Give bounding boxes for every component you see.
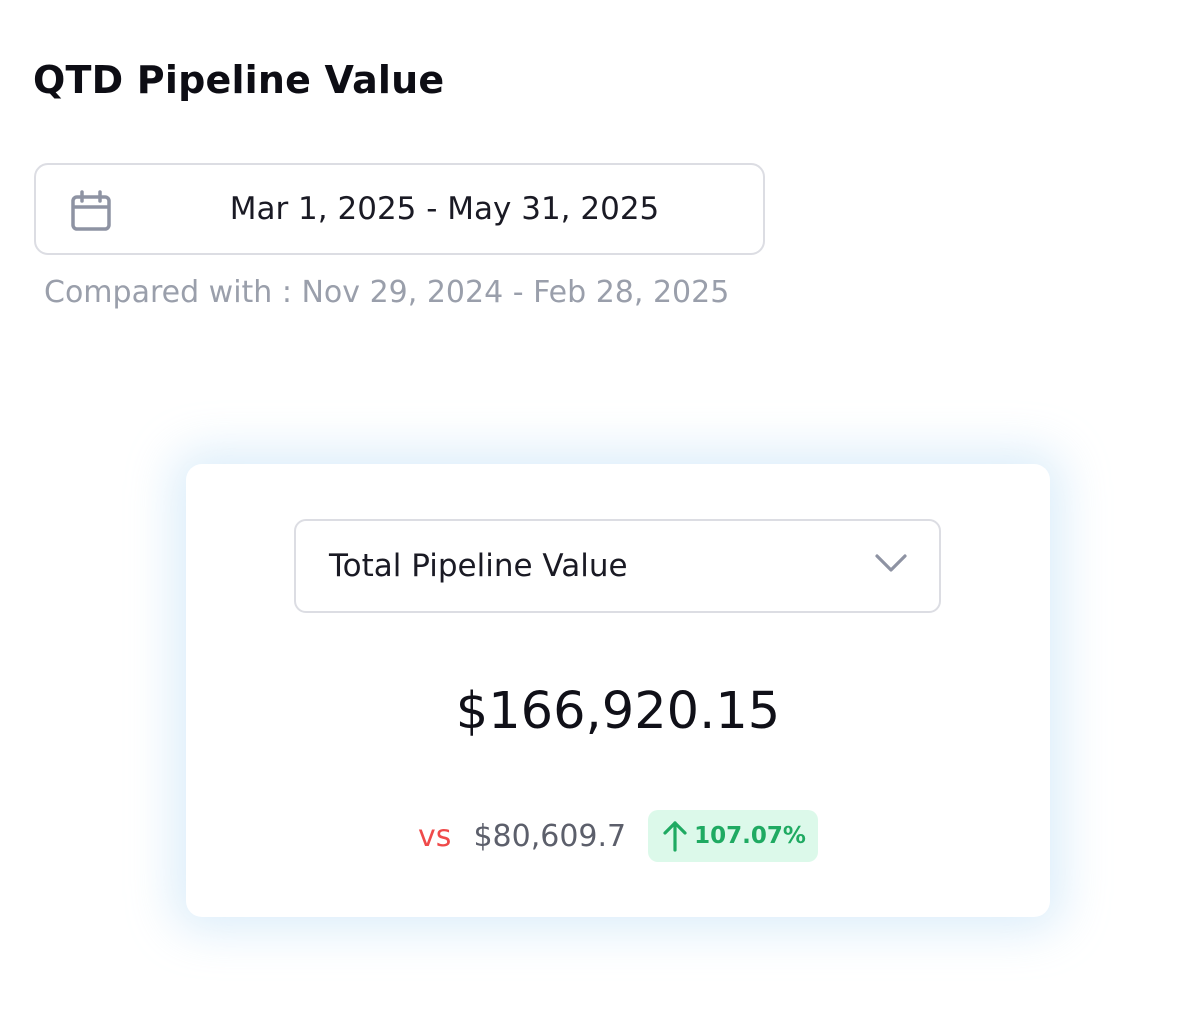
comparison-row: vs $80,609.7 107.07% (186, 810, 1050, 862)
vs-label: vs (418, 818, 452, 854)
page-title: QTD Pipeline Value (33, 58, 445, 102)
metric-dropdown[interactable]: Total Pipeline Value (294, 519, 941, 613)
chevron-down-icon (875, 554, 907, 572)
calendar-icon (71, 190, 111, 231)
comparison-period-text: Compared with : Nov 29, 2024 - Feb 28, 2… (44, 275, 730, 310)
date-range-value: Mar 1, 2025 - May 31, 2025 (229, 191, 660, 227)
arrow-up-icon (663, 821, 687, 852)
change-badge: 107.07% (648, 810, 818, 862)
metric-value: $166,920.15 (455, 682, 781, 741)
change-percent: 107.07% (694, 823, 806, 849)
metric-card: Total Pipeline Value $166,920.15 vs $80,… (186, 464, 1050, 917)
metric-dropdown-value: Total Pipeline Value (329, 548, 628, 584)
previous-value: $80,609.7 (473, 818, 627, 854)
date-range-picker[interactable]: Mar 1, 2025 - May 31, 2025 (34, 163, 765, 255)
